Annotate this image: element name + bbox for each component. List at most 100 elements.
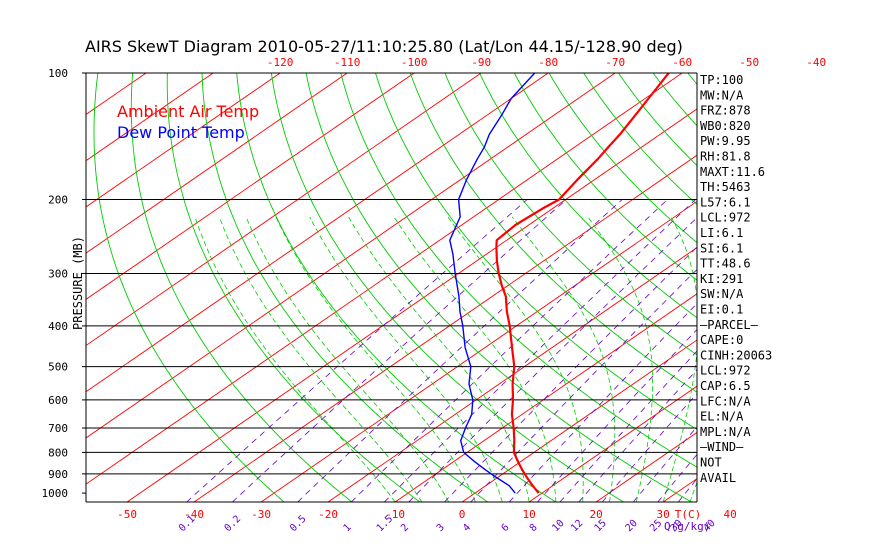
dry-adiabat-line: [130, 73, 353, 502]
mixing-ratio-line: [559, 350, 697, 502]
index-entry: FRZ:878: [700, 104, 751, 118]
isotherm-line: [86, 73, 214, 162]
top-temperature-tick-label: -120: [267, 56, 294, 69]
mixing-ratio-line: [470, 268, 697, 502]
dry-adiabat-line: [444, 73, 697, 356]
isotherm-line: [86, 73, 281, 208]
mixing-ratio-line: [444, 246, 697, 502]
index-entry: KI:291: [700, 272, 743, 286]
bottom-temperature-tick-label: -40: [184, 508, 204, 521]
dry-adiabat-line: [479, 73, 697, 319]
index-entry: CAPE:0: [700, 333, 743, 347]
mixing-ratio-tick-label: 4: [461, 522, 473, 534]
index-entry: TH:5463: [700, 180, 751, 194]
index-entry: LI:6.1: [700, 226, 743, 240]
isotherm-line: [797, 73, 870, 502]
dry-adiabat-line: [652, 73, 697, 127]
mixing-ratio-line: [601, 392, 697, 502]
isotherm-line: [86, 73, 616, 439]
dew-point-temp-line: [449, 73, 536, 494]
pressure-axis-label: PRESSURE (MB): [71, 236, 85, 330]
index-entry: TT:48.6: [700, 257, 751, 271]
bottom-temperature-tick-label: 30: [656, 508, 669, 521]
mixing-ratio-line: [297, 199, 623, 502]
pressure-tick-label: 800: [48, 446, 68, 459]
mixing-ratio-tick-label: 10: [550, 518, 566, 534]
isotherm-line: [864, 73, 870, 502]
dry-adiabat-line: [861, 73, 870, 502]
pressure-tick-label: 100: [48, 67, 68, 80]
dry-adiabat-line: [340, 73, 697, 468]
bottom-temperature-tick-label: 10: [522, 508, 535, 521]
index-entry: SW:N/A: [700, 287, 744, 301]
top-temperature-tick-label: -100: [401, 56, 428, 69]
top-temperature-tick-label: -110: [334, 56, 361, 69]
index-entry: CAP:6.5: [700, 379, 751, 393]
index-entry: RH:81.8: [700, 150, 751, 164]
mixing-ratio-tick-label: 12: [569, 518, 585, 534]
index-entry: WB0:820: [700, 119, 751, 133]
index-entry: LFC:N/A: [700, 394, 751, 408]
chart-title: AIRS SkewT Diagram 2010-05-27/11:10:25.8…: [85, 37, 683, 56]
mixing-ratio-tick-label: 20: [624, 518, 640, 534]
legend-dew-point-temp: Dew Point Temp: [117, 123, 245, 142]
pressure-tick-label: 900: [48, 468, 68, 481]
mixing-ratio-line: [632, 426, 697, 502]
index-entry: EL:N/A: [700, 410, 744, 424]
isotherm-line: [327, 247, 697, 502]
isotherm-line: [394, 293, 697, 502]
dry-adiabat-line: [270, 73, 624, 502]
isotherm-line: [193, 154, 697, 502]
index-entry: EI:0.1: [700, 303, 743, 317]
mixing-ratio-tick-label: 2: [399, 522, 411, 534]
moist-adiabat-line: [393, 216, 557, 502]
pressure-tick-label: 1000: [42, 487, 69, 500]
mixing-ratio-tick-label: 0.5: [288, 514, 309, 535]
pressure-tick-label: 500: [48, 361, 68, 374]
index-entry: MW:N/A: [700, 88, 744, 102]
moist-adiabat-line: [194, 216, 396, 502]
index-entry: AVAIL: [700, 471, 736, 485]
mixing-ratio-line: [232, 199, 567, 502]
dry-adiabat-line: [513, 73, 697, 281]
top-temperature-tick-label: -70: [605, 56, 625, 69]
dry-adiabat-line: [827, 73, 870, 502]
dry-adiabat-line: [236, 73, 556, 502]
pressure-tick-label: 700: [48, 422, 68, 435]
moist-adiabat-line: [309, 216, 503, 502]
isotherm-line: [86, 73, 482, 347]
pressure-tick-label: 200: [48, 193, 68, 206]
pressure-tick-label: 600: [48, 394, 68, 407]
isotherm-line: [86, 73, 348, 254]
dry-adiabat-line: [305, 73, 692, 502]
bottom-temperature-tick-label: 0: [459, 508, 466, 521]
isotherm-line: [86, 73, 549, 393]
mixing-ratio-line: [384, 199, 696, 502]
mixing-ratio-tick-label: 6: [500, 522, 512, 534]
isotherm-line: [662, 478, 697, 502]
mixing-ratio-line: [508, 302, 697, 502]
dry-adiabat-line: [201, 73, 489, 502]
thermo-grid: [86, 73, 870, 502]
moist-adiabat-line: [218, 216, 423, 502]
isotherm-line: [86, 73, 415, 300]
index-entry: LCL:972: [700, 364, 751, 378]
mixing-ratio-tick-label: 8: [528, 522, 540, 534]
dry-adiabat-line: [166, 73, 421, 502]
isotherm-line: [730, 73, 870, 502]
index-entry: PW:9.95: [700, 134, 751, 148]
moist-adiabat-line: [275, 216, 476, 502]
dry-adiabat-line: [757, 73, 870, 502]
pressure-tick-label: 300: [48, 267, 68, 280]
index-entry: NOT: [700, 456, 722, 470]
top-temperature-tick-label: -80: [538, 56, 558, 69]
mixing-ratio-tick-label: 0.2: [223, 514, 244, 535]
top-temperature-tick-label: -50: [739, 56, 759, 69]
axes: 1002003004005006007008009001000PRESSURE …: [42, 56, 827, 534]
dry-adiabat-line: [792, 73, 870, 502]
mixing-ratio-line: [408, 217, 697, 502]
dry-adiabat-line: [375, 73, 697, 431]
isotherm-line: [528, 385, 697, 502]
legend-ambient-air-temp: Ambient Air Temp: [117, 102, 259, 121]
